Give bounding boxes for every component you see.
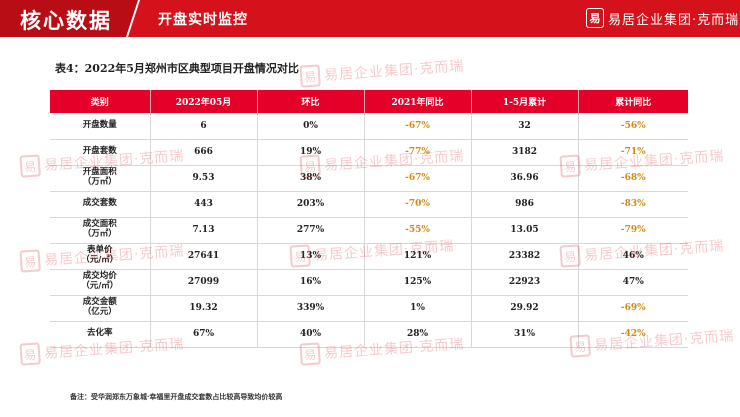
table-cell: 16% bbox=[257, 269, 365, 296]
table-cell: 203% bbox=[257, 191, 365, 218]
column-header: 环比 bbox=[257, 90, 365, 113]
table-cell: 13% bbox=[257, 243, 365, 270]
row-category-cell: 去化率 bbox=[50, 321, 151, 348]
watermark-logo-icon: 易 bbox=[299, 64, 321, 88]
table-cell: 7.13 bbox=[150, 217, 258, 244]
table-cell: 986 bbox=[471, 191, 579, 218]
page-subtitle: 开盘实时监控 bbox=[158, 12, 248, 28]
column-header: 2021年同比 bbox=[364, 90, 472, 113]
row-category-cell: 开盘套数 bbox=[50, 139, 151, 166]
table-cell: 339% bbox=[257, 295, 365, 322]
table-cell: 38% bbox=[257, 165, 365, 192]
column-header: 类别 bbox=[50, 90, 151, 113]
table-row: 成交均价 （元/㎡） 27099 16% 125% 22923 47% bbox=[50, 269, 688, 296]
watermark-text: 易居企业集团·克而瑞 bbox=[323, 58, 465, 85]
table-cell: -67% bbox=[364, 165, 472, 192]
watermark-logo-icon: 易 bbox=[19, 249, 41, 273]
table-cell: -67% bbox=[364, 113, 472, 140]
table-cell: 36.96 bbox=[471, 165, 579, 192]
table-cell: -79% bbox=[578, 217, 688, 244]
table-cell: 32 bbox=[471, 113, 579, 140]
brand-logo-icon: 易 bbox=[586, 8, 604, 28]
footnote: 备注：受华润郑东万象城·幸福里开盘成交套数占比较高导致均价较高 bbox=[70, 392, 283, 401]
table-cell: 46% bbox=[578, 243, 688, 270]
row-category-cell: 成交金额 （亿元） bbox=[50, 295, 151, 322]
table-cell: 40% bbox=[257, 321, 365, 348]
table-cell: 443 bbox=[150, 191, 258, 218]
table-cell: 19% bbox=[257, 139, 365, 166]
table-cell: 0% bbox=[257, 113, 365, 140]
table-cell: 67% bbox=[150, 321, 258, 348]
table-cell: 29.92 bbox=[471, 295, 579, 322]
table-cell: 121% bbox=[364, 243, 472, 270]
table-cell: 19.32 bbox=[150, 295, 258, 322]
table-cell: 9.53 bbox=[150, 165, 258, 192]
table-cell: 13.05 bbox=[471, 217, 579, 244]
table-cell: 125% bbox=[364, 269, 472, 296]
header-title-block: 核心数据 bbox=[0, 0, 140, 37]
table-cell: -70% bbox=[364, 191, 472, 218]
table-cell: 27641 bbox=[150, 243, 258, 270]
table-header-row: 类别 2022年05月 环比 2021年同比 1-5月累计 累计同比 bbox=[50, 90, 688, 113]
row-category-cell: 表单价 （元/㎡） bbox=[50, 243, 151, 270]
table-cell: 23382 bbox=[471, 243, 579, 270]
table-cell: -83% bbox=[578, 191, 688, 218]
row-category-cell: 成交均价 （元/㎡） bbox=[50, 269, 151, 296]
table-cell: 28% bbox=[364, 321, 472, 348]
table-cell: -77% bbox=[364, 139, 472, 166]
watermark: 易易居企业集团·克而瑞 bbox=[299, 54, 465, 88]
table-row: 开盘套数 666 19% -77% 3182 -71% bbox=[50, 139, 688, 166]
page-title: 核心数据 bbox=[20, 8, 112, 33]
table-cell: -69% bbox=[578, 295, 688, 322]
table-cell: -56% bbox=[578, 113, 688, 140]
watermark-logo-icon: 易 bbox=[19, 154, 41, 178]
table-row: 成交套数 443 203% -70% 986 -83% bbox=[50, 191, 688, 218]
table-cell: -68% bbox=[578, 165, 688, 192]
column-header: 1-5月累计 bbox=[471, 90, 579, 113]
table-cell: 27099 bbox=[150, 269, 258, 296]
table-row: 成交金额 （亿元） 19.32 339% 1% 29.92 -69% bbox=[50, 295, 688, 322]
table-cell: 277% bbox=[257, 217, 365, 244]
table-cell: 666 bbox=[150, 139, 258, 166]
table-cell: -55% bbox=[364, 217, 472, 244]
row-category-cell: 开盘面积 （万㎡） bbox=[50, 165, 151, 192]
table-cell: 6 bbox=[150, 113, 258, 140]
brand-logo: 易 易居企业集团·克而瑞 bbox=[586, 8, 739, 28]
data-table: 类别 2022年05月 环比 2021年同比 1-5月累计 累计同比 开盘数量 6… bbox=[50, 90, 688, 348]
row-category-cell: 成交套数 bbox=[50, 191, 151, 218]
brand-logo-text: 易居企业集团·克而瑞 bbox=[608, 12, 740, 28]
column-header: 2022年05月 bbox=[150, 90, 258, 113]
table-row: 成交面积 （万㎡） 7.13 277% -55% 13.05 -79% bbox=[50, 217, 688, 244]
table-row: 开盘面积 （万㎡） 9.53 38% -67% 36.96 -68% bbox=[50, 165, 688, 192]
row-category-cell: 开盘数量 bbox=[50, 113, 151, 140]
table-cell: -71% bbox=[578, 139, 688, 166]
table-row: 开盘数量 6 0% -67% 32 -56% bbox=[50, 113, 688, 140]
header-bar: 核心数据 开盘实时监控 易 易居企业集团·克而瑞 bbox=[0, 0, 740, 37]
table-cell: 3182 bbox=[471, 139, 579, 166]
table-cell: 22923 bbox=[471, 269, 579, 296]
table-cell: -42% bbox=[578, 321, 688, 348]
table-row: 去化率 67% 40% 28% 31% -42% bbox=[50, 321, 688, 348]
table-title: 表4：2022年5月郑州市区典型项目开盘情况对比 bbox=[55, 62, 299, 75]
table-cell: 1% bbox=[364, 295, 472, 322]
watermark-logo-icon: 易 bbox=[19, 342, 41, 366]
column-header: 累计同比 bbox=[578, 90, 688, 113]
table-cell: 47% bbox=[578, 269, 688, 296]
table-row: 表单价 （元/㎡） 27641 13% 121% 23382 46% bbox=[50, 243, 688, 270]
table-cell: 31% bbox=[471, 321, 579, 348]
row-category-cell: 成交面积 （万㎡） bbox=[50, 217, 151, 244]
